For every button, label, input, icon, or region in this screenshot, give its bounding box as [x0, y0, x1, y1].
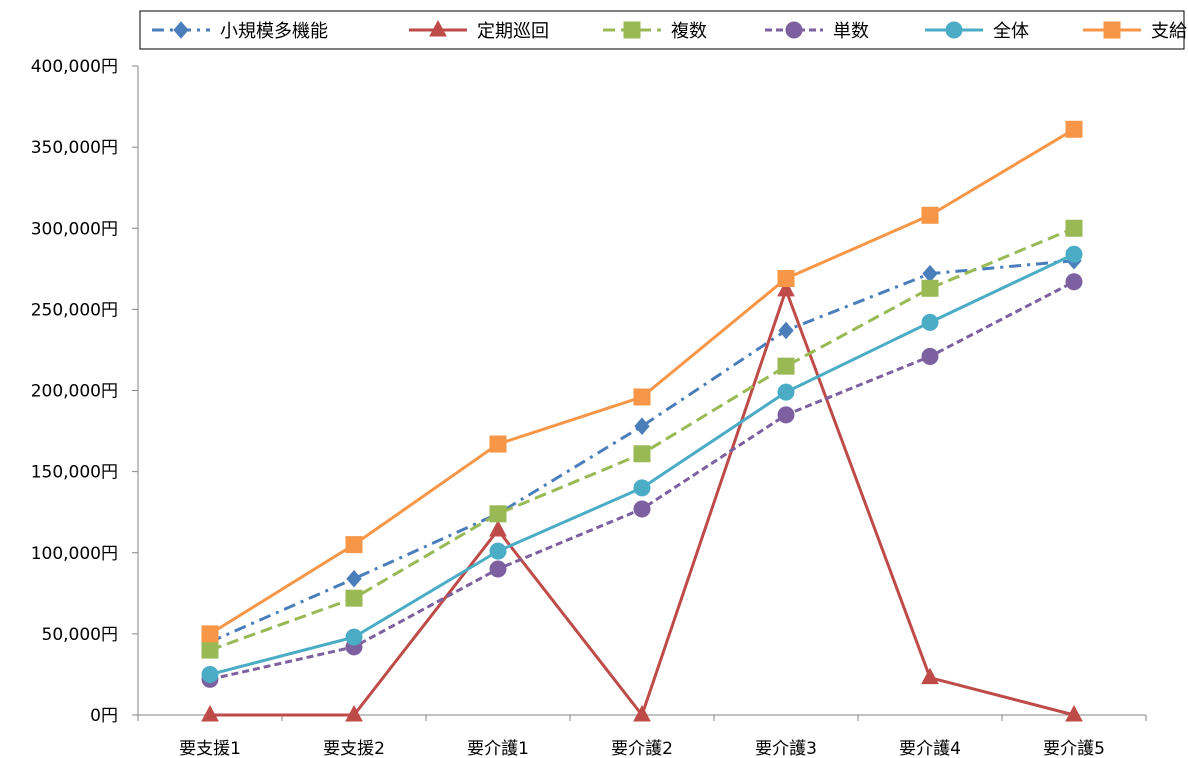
data-point — [777, 383, 795, 401]
legend-swatch-marker — [785, 21, 803, 39]
x-tick-label: 要介護3 — [755, 739, 817, 758]
legend-swatch-marker — [1103, 21, 1121, 39]
y-tick-label: 50,000円 — [42, 625, 118, 645]
data-point — [777, 406, 795, 424]
data-point — [633, 388, 651, 406]
series-3 — [201, 273, 1083, 688]
data-point — [1065, 219, 1083, 237]
data-point — [201, 625, 219, 643]
legend-item-5: 支給限度額 — [1083, 21, 1188, 42]
x-tick-label: 要介護2 — [611, 739, 673, 758]
data-point — [489, 519, 507, 537]
data-point — [201, 665, 219, 683]
y-tick-label: 400,000円 — [31, 57, 118, 77]
x-tick-label: 要支援2 — [323, 739, 385, 758]
legend-item-0: 小規模多機能 — [152, 21, 328, 42]
legend-swatch-marker — [173, 21, 189, 39]
legend-box — [139, 10, 1185, 50]
series-line — [209, 127, 1075, 636]
data-point — [489, 542, 507, 560]
data-point — [489, 435, 507, 453]
data-point — [922, 264, 938, 283]
data-point — [345, 704, 363, 722]
data-point — [634, 417, 650, 435]
y-tick-label: 350,000円 — [31, 138, 118, 158]
data-point — [345, 628, 363, 646]
data-point — [777, 357, 795, 375]
x-tick-label: 要介護1 — [467, 739, 529, 758]
legend-label: 複数 — [671, 21, 707, 42]
series-1 — [201, 279, 1083, 722]
legend-swatch-marker — [945, 21, 963, 39]
data-point — [633, 445, 651, 463]
data-point — [1065, 245, 1083, 263]
y-tick-label: 100,000円 — [31, 544, 118, 564]
legend-swatch-marker — [429, 19, 447, 37]
x-tick-label: 要介護4 — [899, 739, 961, 758]
y-axis: 0円 50,000円 100,000円 150,000円 200,000円 250,000… — [31, 57, 139, 726]
data-point — [1065, 704, 1083, 722]
legend: 小規模多機能 定期巡回 複数 単数 全体 支給限度額 — [139, 10, 1188, 50]
data-point — [201, 704, 219, 722]
x-tick-label: 要支援1 — [179, 739, 241, 758]
data-point — [633, 704, 651, 722]
y-tick-label: 250,000円 — [31, 300, 118, 320]
data-point — [921, 313, 939, 331]
data-point — [489, 560, 507, 578]
data-point — [633, 500, 651, 518]
data-point — [1065, 273, 1083, 291]
y-tick-label: 150,000円 — [31, 463, 118, 483]
data-point — [345, 589, 363, 607]
legend-swatch-marker — [623, 21, 641, 39]
data-point — [921, 279, 939, 297]
data-point — [921, 347, 939, 365]
series-5 — [201, 120, 1083, 643]
legend-item-2: 複数 — [603, 21, 707, 42]
y-tick-label: 200,000円 — [31, 382, 118, 402]
data-point — [345, 536, 363, 554]
data-point — [201, 641, 219, 659]
legend-label: 支給限度額 — [1151, 21, 1188, 42]
legend-label: 定期巡回 — [477, 21, 549, 42]
series-line — [209, 226, 1075, 652]
series-line — [209, 252, 1075, 676]
data-point — [921, 667, 939, 685]
series-layer — [201, 120, 1083, 722]
legend-item-3: 単数 — [765, 21, 869, 42]
legend-label: 全体 — [993, 21, 1029, 42]
data-point — [777, 279, 795, 297]
series-4 — [201, 245, 1083, 683]
data-point — [777, 270, 795, 288]
data-point — [346, 569, 362, 588]
x-axis: 要支援1 要支援2 要介護1 要介護2 要介護3 要介護4 要介護5 — [137, 714, 1147, 758]
y-tick-label: 300,000円 — [31, 219, 118, 239]
x-tick-label: 要介護5 — [1043, 739, 1105, 758]
legend-item-4: 全体 — [925, 21, 1029, 42]
series-2 — [201, 219, 1083, 659]
legend-item-1: 定期巡回 — [409, 19, 549, 42]
data-point — [921, 206, 939, 224]
legend-label: 小規模多機能 — [220, 21, 328, 42]
data-point — [489, 505, 507, 523]
legend-label: 単数 — [833, 21, 869, 42]
data-point — [778, 321, 794, 340]
data-point — [1065, 120, 1083, 138]
data-point — [633, 479, 651, 497]
y-tick-label: 0円 — [90, 706, 118, 726]
